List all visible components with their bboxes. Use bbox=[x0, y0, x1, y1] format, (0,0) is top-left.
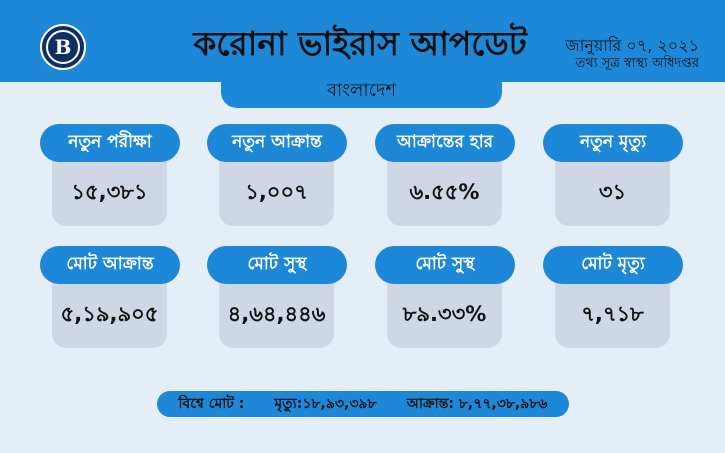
stat-card-infection-rate: ৬.৫৫% আক্রান্তের হার bbox=[375, 124, 515, 226]
stat-card-total-recovered: ৪,৬৪,৪৪৬ মোট সুস্থ bbox=[207, 246, 347, 348]
stat-label: মোট আক্রান্ত bbox=[40, 246, 180, 284]
stat-card-new-tests: ১৫,৩৮১ নতুন পরীক্ষা bbox=[40, 124, 180, 226]
stat-label: নতুন পরীক্ষা bbox=[40, 124, 180, 162]
logo-letter: B bbox=[54, 35, 72, 59]
world-total-bar: বিশ্বে মোট : মৃত্যু:১৮,৯৩,৩৯৮ আক্রান্ত: … bbox=[157, 391, 569, 417]
country-label: বাংলাদেশ bbox=[221, 74, 502, 108]
stat-card-total-infected: ৫,১৯,৯০৫ মোট আক্রান্ত bbox=[40, 246, 180, 348]
source-text: তথ্য সূত্র স্বাস্থ্য অধিদপ্তর bbox=[575, 56, 699, 71]
stat-card-new-infected: ১,০০৭ নতুন আক্রান্ত bbox=[207, 124, 347, 226]
stat-label: আক্রান্তের হার bbox=[375, 124, 515, 162]
date-block: জানুয়ারি ০৭, ২০২১ তথ্য সূত্র স্বাস্থ্য … bbox=[565, 36, 699, 72]
stat-label: মোট মৃত্যু bbox=[543, 246, 683, 284]
stat-card-new-deaths: ৩১ নতুন মৃত্যু bbox=[543, 124, 683, 226]
stat-label: মোট সুস্থ bbox=[207, 246, 347, 284]
header-bar: B করোনা ভাইরাস আপডেট জানুয়ারি ০৭, ২০২১ … bbox=[0, 0, 725, 82]
logo-icon: B bbox=[40, 24, 86, 70]
world-infected: আক্রান্ত: ৮,৭৭,৩৮,৯৮৬ bbox=[406, 396, 548, 412]
date-text: জানুয়ারি ০৭, ২০২১ bbox=[565, 36, 699, 55]
world-total-label: বিশ্বে মোট : bbox=[178, 396, 245, 412]
stat-card-recovery-rate: ৮৯.৩৩% মোট সুস্থ bbox=[375, 246, 515, 348]
world-deaths: মৃত্যু:১৮,৯৩,৩৯৮ bbox=[274, 396, 377, 412]
stat-card-total-deaths: ৭,৭১৮ মোট মৃত্যু bbox=[543, 246, 683, 348]
page-title: করোনা ভাইরাস আপডেট bbox=[193, 24, 527, 63]
stat-label: নতুন আক্রান্ত bbox=[207, 124, 347, 162]
stat-label: নতুন মৃত্যু bbox=[543, 124, 683, 162]
logo-ring: B bbox=[46, 30, 80, 64]
stat-label: মোট সুস্থ bbox=[375, 246, 515, 284]
